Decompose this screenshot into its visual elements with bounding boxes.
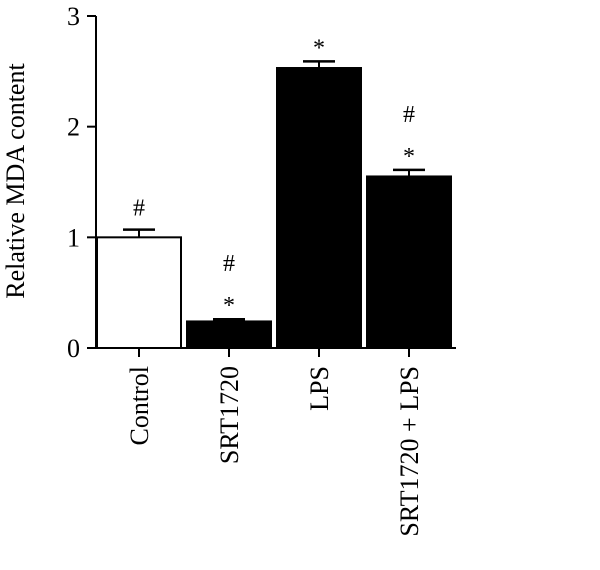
y-tick-label: 3 — [67, 2, 80, 31]
significance-markers: # * # * * # — [133, 35, 415, 319]
bar-srt1720 — [186, 320, 272, 350]
hash-marker: # — [133, 196, 145, 222]
category-label: SRT1720 — [215, 366, 244, 464]
bar-control — [96, 236, 182, 349]
asterisk-marker: * — [313, 35, 325, 61]
bars — [96, 67, 452, 350]
asterisk-marker: * — [223, 293, 235, 319]
y-tick-label: 0 — [67, 334, 80, 363]
y-axis: 0 1 2 3 — [67, 2, 97, 363]
bar-srt1720-lps — [366, 175, 452, 349]
category-label: SRT1720 + LPS — [395, 366, 424, 537]
y-tick-label: 1 — [67, 223, 80, 252]
y-axis-label: Relative MDA content — [1, 63, 30, 299]
hash-marker: # — [223, 251, 235, 277]
bar-lps — [276, 67, 362, 349]
category-labels: Control SRT1720 LPS SRT1720 + LPS — [125, 366, 424, 537]
error-bars — [123, 60, 425, 322]
category-label: LPS — [305, 366, 334, 411]
category-label: Control — [125, 366, 154, 445]
asterisk-marker: * — [403, 144, 415, 170]
hash-marker: # — [403, 102, 415, 128]
x-axis — [95, 347, 456, 357]
y-tick-label: 2 — [67, 113, 80, 142]
